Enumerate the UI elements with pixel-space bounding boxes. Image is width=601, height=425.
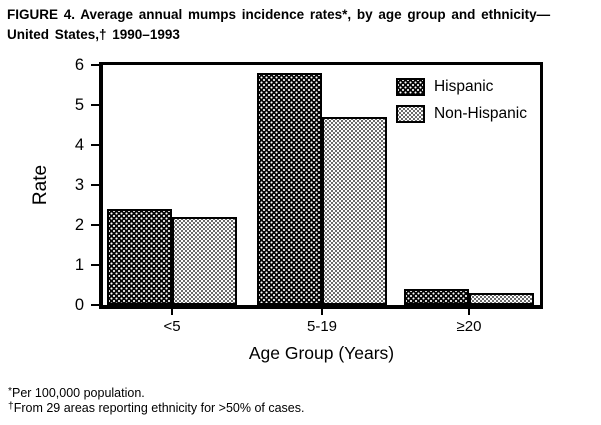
y-axis: 0 1 2 3 4 5 6 (0, 56, 99, 314)
y-tick-mark-5 (91, 104, 99, 106)
footnote-asterisk-mark: * (8, 386, 12, 398)
footnote-rate-text: Per 100,000 population. (12, 386, 145, 400)
bar-non-hispanic-20-plus (469, 293, 534, 305)
y-tick-mark-0 (91, 304, 99, 306)
y-tick-label-2: 2 (74, 216, 84, 234)
bar-non-hispanic-under-5 (172, 217, 237, 305)
y-tick-mark-4 (91, 144, 99, 146)
x-axis-title: Age Group (Years) (248, 343, 395, 363)
y-tick-mark-3 (91, 184, 99, 186)
x-tick-label-under-5: <5 (163, 318, 181, 335)
y-tick-label-6: 6 (74, 56, 84, 74)
y-axis-title: Rate (30, 164, 51, 206)
footnote-areas: †From 29 areas reporting ethnicity for >… (8, 401, 304, 416)
x-tick-label-20-plus: ≥20 (456, 318, 482, 335)
footnotes: *Per 100,000 population. †From 29 areas … (8, 386, 304, 417)
bar-non-hispanic-5-19 (322, 117, 387, 305)
bar-hispanic-5-19 (257, 73, 322, 305)
y-tick-mark-1 (91, 264, 99, 266)
x-tick-mark-under-5 (171, 309, 173, 315)
legend-entry-non-hispanic: Non-Hispanic (395, 105, 527, 123)
legend: Hispanic Non-Hispanic (395, 78, 527, 123)
x-tick-mark-5-19 (321, 309, 323, 315)
x-tick-mark-20-plus (468, 309, 470, 315)
y-tick-mark-2 (91, 224, 99, 226)
y-tick-label-1: 1 (74, 256, 84, 274)
figure-title-line2: United States,† 1990–1993 (7, 26, 180, 42)
legend-swatch-hispanic (395, 78, 425, 96)
y-tick-label-0: 0 (74, 296, 84, 314)
legend-label-non-hispanic: Non-Hispanic (433, 105, 527, 122)
y-tick-label-4: 4 (74, 136, 84, 154)
footnote-areas-text: From 29 areas reporting ethnicity for >5… (13, 401, 305, 416)
figure-title: FIGURE 4. Average annual mumps incidence… (7, 5, 597, 44)
x-tick-label-5-19: 5-19 (306, 318, 338, 335)
figure-title-line1: FIGURE 4. Average annual mumps incidence… (7, 7, 551, 22)
bar-hispanic-under-5 (107, 209, 172, 305)
legend-label-hispanic: Hispanic (433, 78, 494, 95)
x-axis: <5 5-19 ≥20 (103, 309, 540, 343)
footnote-rate: *Per 100,000 population. (8, 386, 304, 401)
y-tick-label-3: 3 (74, 176, 84, 194)
bars-layer (103, 65, 540, 305)
footnote-dagger-mark: † (8, 401, 14, 413)
legend-entry-hispanic: Hispanic (395, 78, 527, 96)
legend-swatch-non-hispanic (395, 105, 425, 123)
y-tick-mark-6 (91, 64, 99, 66)
y-tick-label-5: 5 (74, 96, 84, 114)
plot-area: Hispanic Non-Hispanic (99, 62, 543, 309)
bar-hispanic-20-plus (404, 289, 469, 305)
